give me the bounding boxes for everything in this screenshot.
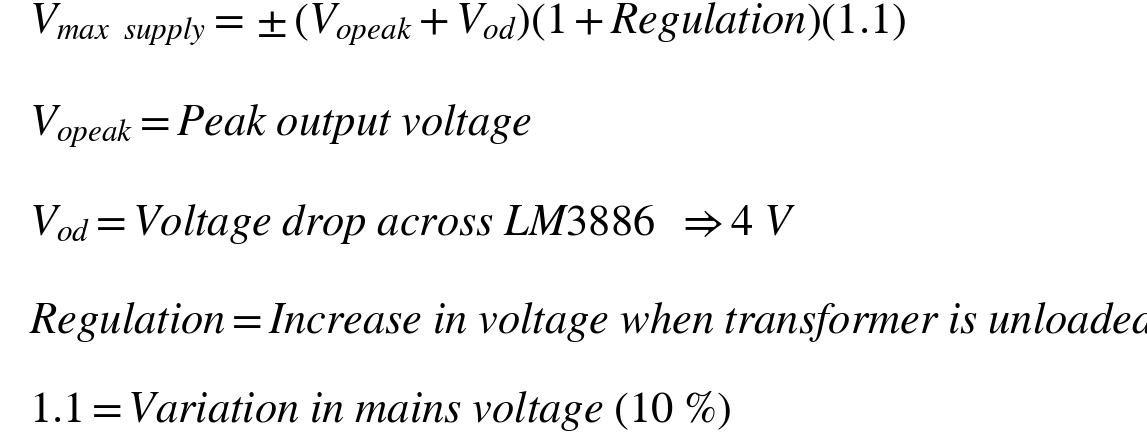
Text: $V_{max\ \ supply} = \pm(V_{opeak} + V_{od})(1 + Regulation)(1.1)$: $V_{max\ \ supply} = \pm(V_{opeak} + V_{… <box>29 0 906 47</box>
Text: $V_{od} = Voltage\ drop\ across\ LM3886\ \ \Rightarrow 4\ V$: $V_{od} = Voltage\ drop\ across\ LM3886\… <box>29 202 795 246</box>
Text: $1.1 = Variation\ in\ mains\ voltage\ (10\ \%)$: $1.1 = Variation\ in\ mains\ voltage\ (1… <box>29 389 732 433</box>
Text: $V_{opeak} = Peak\ output\ voltage$: $V_{opeak} = Peak\ output\ voltage$ <box>29 102 532 149</box>
Text: $Regulation = Increase\ in\ voltage\ when\ transformer\ is\ unloaded$: $Regulation = Increase\ in\ voltage\ whe… <box>29 300 1147 344</box>
